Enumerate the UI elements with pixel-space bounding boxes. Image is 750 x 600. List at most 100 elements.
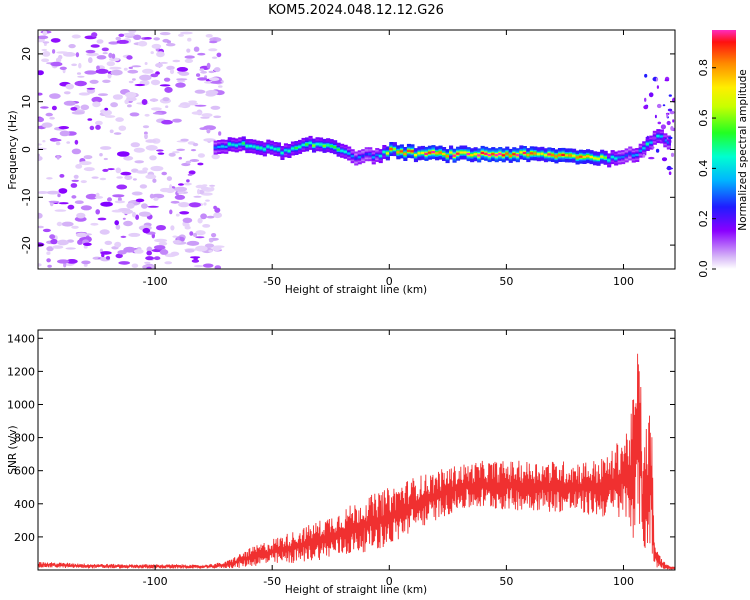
noise-blob [193,195,202,198]
noise-blob [88,57,93,64]
noise-blob [672,119,675,123]
noise-blob [657,121,662,125]
noise-blob [117,151,130,157]
noise-blob [97,217,107,221]
noise-blob [199,68,205,71]
noise-blob [133,147,145,153]
noise-blob [40,106,49,109]
noise-blob [187,173,193,176]
noise-blob [176,148,186,151]
noise-blob [150,79,161,86]
noise-blob [45,112,53,117]
noise-blob [193,46,200,52]
noise-blob [184,55,195,59]
noise-blob [178,202,190,208]
noise-blob [160,187,171,193]
noise-blob [159,249,169,255]
noise-blob [176,67,189,72]
signal-cell [375,153,380,157]
noise-blob [174,194,186,200]
signal-cell [635,153,640,157]
noise-blob [178,156,182,160]
signal-cell [561,153,566,156]
noise-blob [156,225,166,231]
signal-cell [262,148,267,151]
noise-blob [56,221,63,227]
noise-blob [115,36,122,41]
y-tick-label: 400 [14,498,35,511]
signal-cell [382,150,387,154]
noise-blob [656,103,662,109]
noise-blob [102,79,111,84]
noise-blob [135,214,140,220]
noise-blob [38,70,44,76]
noise-blob [107,168,115,171]
noise-blob [38,143,42,146]
noise-blob [112,94,123,100]
noise-blob [153,37,160,41]
noise-blob [67,204,75,210]
noise-blob [120,235,127,238]
noise-blob [137,40,148,47]
noise-blob [79,161,92,166]
noise-blob [108,52,113,59]
signal-cell [459,151,464,154]
signal-cell [273,147,278,151]
noise-blob [75,52,80,58]
noise-blob [145,256,155,261]
noise-blob [202,184,208,187]
noise-blob [38,117,44,123]
noise-blob [142,68,154,74]
noise-blob [86,52,99,57]
noise-blob [144,113,150,117]
signal-cell [287,149,292,153]
noise-blob [206,215,215,219]
noise-blob [200,186,209,191]
noise-blob [101,47,109,52]
noise-blob [118,208,131,211]
noise-blob [107,197,112,202]
signal-cell [217,145,222,149]
noise-blob [209,40,218,44]
noise-blob [65,247,76,250]
noise-blob [115,224,121,230]
noise-blob [126,55,133,60]
signal-cell [536,153,541,156]
noise-blob [146,250,152,256]
colorbar-tick-label: 0.4 [697,160,710,178]
noise-blob [58,188,68,194]
signal-cell [543,154,549,157]
noise-blob [159,84,171,87]
signal-cell [245,145,250,148]
noise-blob [186,240,200,246]
noise-blob [56,51,69,54]
snr-ylabel: SNR (v/v) [7,425,19,474]
noise-blob [145,145,158,151]
noise-blob [153,245,166,250]
noise-blob [169,184,173,190]
noise-blob [131,191,143,196]
noise-blob [166,40,171,44]
noise-blob [71,225,79,229]
noise-blob [190,149,197,152]
signal-cell [234,144,239,147]
noise-blob [646,135,649,139]
signal-cell [298,145,303,148]
noise-blob [80,205,92,211]
noise-blob [126,202,135,209]
signal-cell [305,143,310,146]
noise-blob [153,256,161,261]
noise-blob [216,52,222,58]
noise-blob [150,107,162,111]
noise-blob [76,72,82,75]
colorbar-ticks: 0.0 0.2 0.4 0.6 0.8 [697,59,716,278]
noise-blob [151,193,165,199]
noise-blob [128,80,134,84]
noise-blob [655,148,660,153]
noise-blob [118,125,127,131]
noise-blob [95,192,100,198]
signal-cell [466,153,471,156]
noise-blob [197,217,203,224]
noise-blob [126,96,137,102]
noise-blob [52,245,64,249]
